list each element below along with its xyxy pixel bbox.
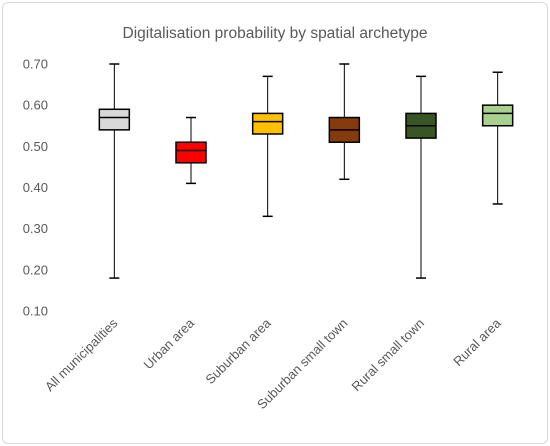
box-plot-3 [251, 75, 284, 218]
x-category-label: Suburban area [202, 315, 274, 387]
box-iqr [98, 108, 131, 131]
x-category-label: All municipalities [42, 315, 121, 394]
y-axis: 0.10 0.20 0.30 0.40 0.50 0.60 0.70 [23, 57, 48, 319]
y-tick-label: 0.60 [23, 98, 48, 113]
y-tick-label: 0.50 [23, 139, 48, 154]
box-series [98, 63, 514, 279]
y-tick-label: 0.70 [23, 57, 48, 72]
box-plot-1 [98, 63, 131, 279]
box-iqr [175, 141, 207, 164]
x-category-label: Urban area [141, 315, 198, 372]
box-iqr [481, 104, 514, 127]
box-plot-6 [481, 71, 514, 205]
box-plot-4 [328, 63, 361, 181]
x-axis: All municipalities Urban area Suburban are… [42, 315, 504, 412]
y-tick-label: 0.30 [23, 221, 48, 236]
x-category-label: Rural small town [349, 316, 428, 395]
y-tick-label: 0.10 [23, 304, 48, 319]
box-plot-2 [175, 116, 207, 185]
box-iqr [251, 112, 284, 135]
y-tick-label: 0.20 [23, 262, 48, 277]
box-plot-5 [405, 75, 437, 279]
chart-title: Digitalisation probability by spatial ar… [123, 25, 428, 42]
x-category-label: Rural area [450, 315, 504, 369]
y-tick-label: 0.40 [23, 180, 48, 195]
